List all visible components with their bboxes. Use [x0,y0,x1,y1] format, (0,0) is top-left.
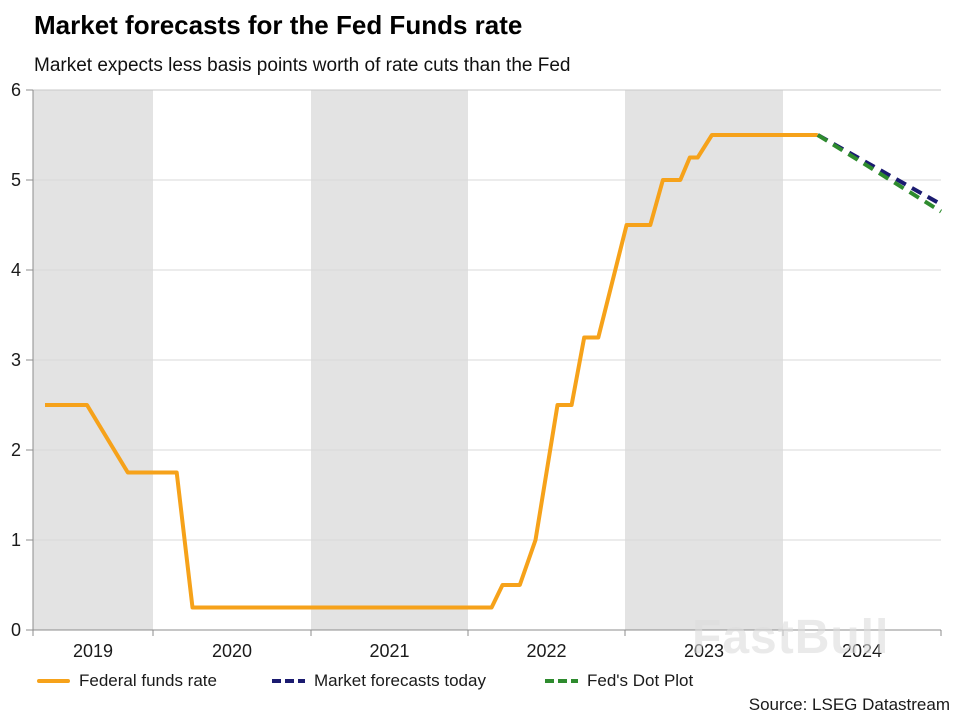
x-axis-tick-label: 2023 [684,641,724,661]
y-axis-tick-label: 3 [11,350,21,370]
legend-item-federal-funds-rate: Federal funds rate [37,669,217,693]
y-axis-tick-label: 5 [11,170,21,190]
y-axis-tick-label: 2 [11,440,21,460]
chart-subtitle: Market expects less basis points worth o… [34,55,571,76]
fed-dot-plot-dashed-line [816,133,943,214]
y-axis-tick-label: 1 [11,530,21,550]
federal-funds-rate-line-swatch [37,679,70,683]
legend-label: Market forecasts today [314,671,486,690]
dot-plot-dashed-swatch [545,679,578,683]
source-attribution: Source: LSEG Datastream [748,695,950,714]
x-axis-tick-label: 2024 [842,641,882,661]
y-axis-tick-label: 6 [11,80,21,100]
legend-item-market-forecasts-today: Market forecasts today [272,669,486,693]
y-axis-tick-label: 4 [11,260,21,280]
legend-item-feds-dot-plot: Fed's Dot Plot [545,669,693,693]
x-axis-tick-label: 2021 [369,641,409,661]
chart-canvas: 0 1 2 3 4 5 6 2019 2020 2021 2022 2023 2024 [11,80,943,661]
market-forecasts-dashed-swatch [272,679,305,683]
x-axis-tick-label: 2020 [212,641,252,661]
chart-legend: Federal funds rate Market forecasts toda… [0,669,960,693]
legend-label: Federal funds rate [79,671,217,690]
x-axis-tick-label: 2022 [526,641,566,661]
chart-title: Market forecasts for the Fed Funds rate [34,10,523,40]
federal-funds-rate-line [45,133,818,610]
x-axis-tick-label: 2019 [73,641,113,661]
legend-label: Fed's Dot Plot [587,671,694,690]
y-axis-tick-label: 0 [11,620,21,640]
